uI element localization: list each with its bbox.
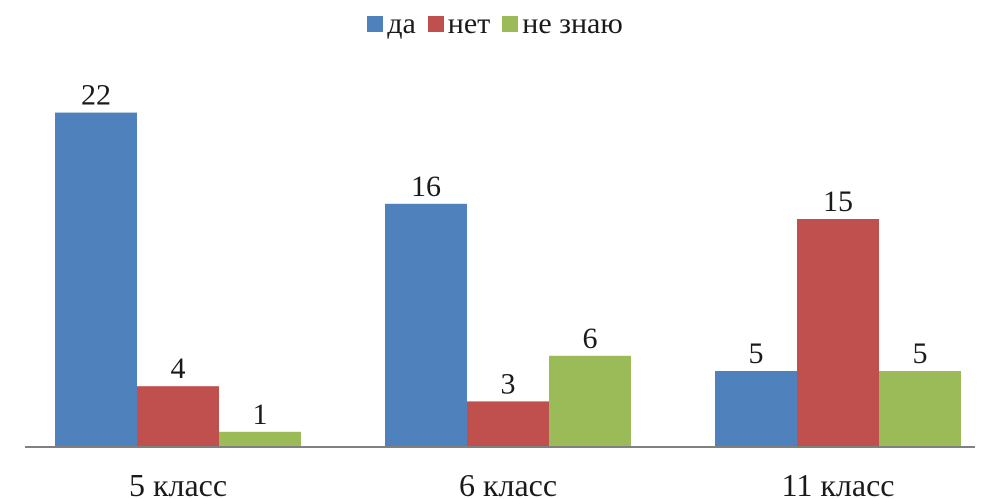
legend-label-2: нет [447, 7, 491, 40]
bar-1-2 [137, 386, 219, 447]
legend-swatch-3 [502, 16, 519, 32]
data-label-1-1: 22 [81, 79, 111, 112]
legend: да нет не знаю [0, 4, 990, 44]
bar-2-3 [549, 355, 631, 447]
legend-item-1: да [367, 7, 416, 41]
data-label-1-3: 1 [253, 398, 268, 431]
bars-group [55, 112, 961, 447]
legend-swatch-2 [427, 16, 444, 32]
legend-swatch-1 [367, 16, 384, 32]
data-label-3-3: 5 [913, 337, 928, 370]
legend-item-2: нет [427, 7, 491, 41]
bar-2-2 [467, 401, 549, 447]
data-label-2-2: 3 [501, 367, 516, 400]
bar-3-3 [879, 371, 961, 447]
legend-label-1: да [387, 7, 416, 40]
bar-1-3 [219, 431, 301, 447]
legend-label-3: не знаю [522, 7, 623, 40]
data-label-2-3: 6 [583, 322, 598, 355]
legend-item-3: не знаю [502, 7, 623, 41]
bar-2-1 [385, 203, 467, 447]
data-label-2-1: 16 [411, 170, 441, 203]
bar-3-1 [715, 371, 797, 447]
data-label-1-2: 4 [171, 352, 186, 385]
bar-3-2 [797, 219, 879, 447]
data-label-3-2: 15 [823, 185, 853, 218]
x-tick-label-2: 6 класс [459, 467, 557, 499]
data-label-3-1: 5 [749, 337, 764, 370]
x-tick-label-3: 11 класс [782, 467, 895, 499]
data-labels-group: 22 4 1 16 3 6 5 15 5 [81, 79, 928, 431]
x-tick-label-1: 5 класс [129, 467, 227, 499]
x-tick-labels-group: 5 класс 6 класс 11 класс [129, 467, 895, 499]
bar-1-1 [55, 112, 137, 447]
